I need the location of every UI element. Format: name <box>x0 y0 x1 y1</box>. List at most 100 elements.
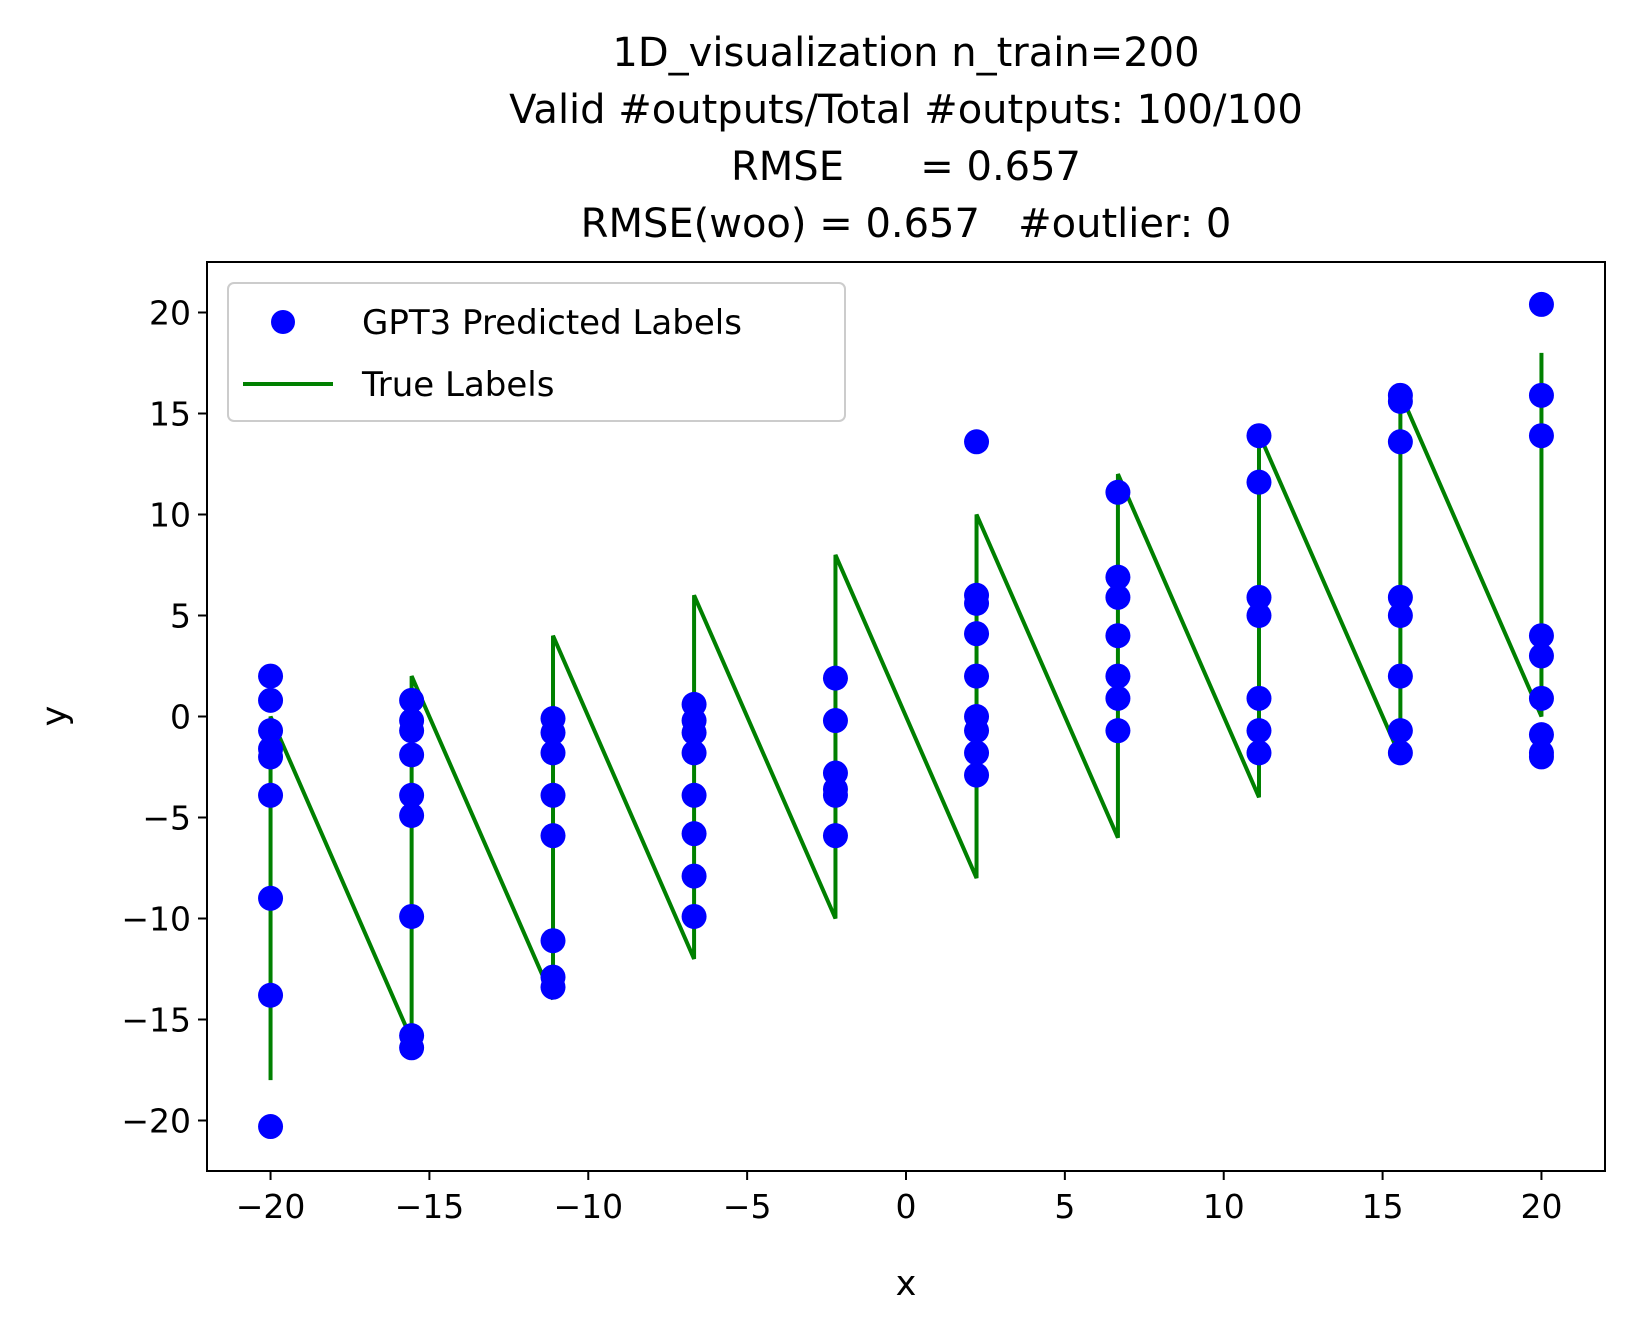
predicted-point <box>822 782 848 808</box>
x-tick-label: −15 <box>395 1187 465 1226</box>
legend-label-predicted: GPT3 Predicted Labels <box>362 303 742 343</box>
predicted-point <box>1387 603 1413 628</box>
predicted-point <box>1105 479 1131 505</box>
chart-title: 1D_visualization n_train=200 Valid #outp… <box>509 30 1303 247</box>
predicted-point <box>1528 744 1554 770</box>
y-tick-label: −20 <box>121 1102 191 1141</box>
predicted-point <box>822 823 848 849</box>
predicted-point <box>540 740 566 766</box>
predicted-point <box>399 718 425 744</box>
predicted-point <box>822 708 848 734</box>
predicted-point <box>964 663 990 689</box>
true-labels-layer <box>268 352 1544 1081</box>
predicted-point <box>399 687 425 713</box>
predicted-point <box>258 982 284 1008</box>
predicted-point <box>540 782 566 808</box>
predicted-point <box>399 742 425 768</box>
predicted-point <box>1105 564 1131 590</box>
predicted-point <box>681 903 707 929</box>
plot-area <box>258 291 1554 1140</box>
predicted-point <box>1528 291 1554 317</box>
predicted-point <box>399 1035 425 1061</box>
predicted-point <box>1528 623 1554 649</box>
predicted-point <box>1387 740 1413 766</box>
predicted-point <box>1246 603 1272 628</box>
title-line-1: 1D_visualization n_train=200 <box>612 30 1199 76</box>
x-axis-ticks: −20 −15 −10 −5 0 5 10 15 20 <box>236 1171 1562 1226</box>
predicted-point <box>681 863 707 889</box>
predicted-point <box>964 429 990 455</box>
predicted-point <box>1528 685 1554 711</box>
predicted-point <box>1105 685 1131 711</box>
predicted-point <box>681 720 707 746</box>
predicted-point <box>1387 663 1413 689</box>
predicted-point <box>1105 623 1131 649</box>
title-line-2: Valid #outputs/Total #outputs: 100/100 <box>509 87 1303 133</box>
predicted-point <box>399 782 425 808</box>
x-axis-label: x <box>896 1264 917 1304</box>
predicted-point <box>258 782 284 808</box>
predicted-point <box>681 740 707 766</box>
predicted-point <box>258 885 284 911</box>
predicted-point <box>964 621 990 647</box>
predicted-point <box>1246 740 1272 766</box>
predicted-point <box>964 718 990 744</box>
legend-marker-predicted <box>271 310 295 334</box>
predicted-point <box>1387 388 1413 414</box>
legend-label-true: True Labels <box>361 365 554 405</box>
title-line-4: RMSE(woo) = 0.657 #outlier: 0 <box>581 201 1232 247</box>
predicted-points-layer <box>258 291 1554 1140</box>
predicted-point <box>1246 469 1272 495</box>
y-tick-label: 0 <box>170 698 191 737</box>
legend-frame <box>227 282 846 422</box>
predicted-point <box>964 590 990 616</box>
y-tick-label: 5 <box>170 597 191 636</box>
y-tick-label: 15 <box>149 395 191 434</box>
x-tick-label: −5 <box>723 1187 772 1226</box>
y-tick-label: −10 <box>121 900 191 939</box>
x-tick-label: 10 <box>1203 1187 1245 1226</box>
predicted-point <box>1105 718 1131 744</box>
x-tick-label: 0 <box>896 1187 917 1226</box>
predicted-point <box>258 1114 284 1140</box>
title-line-3: RMSE = 0.657 <box>731 144 1081 190</box>
predicted-point <box>1246 584 1272 610</box>
predicted-point <box>1105 584 1131 610</box>
predicted-point <box>1105 663 1131 689</box>
y-axis-label: y <box>35 706 75 727</box>
predicted-point <box>540 974 566 1000</box>
predicted-point <box>1528 643 1554 669</box>
x-tick-label: 15 <box>1362 1187 1404 1226</box>
predicted-point <box>1246 685 1272 711</box>
predicted-point <box>681 821 707 847</box>
x-tick-label: 20 <box>1520 1187 1562 1226</box>
predicted-point <box>258 718 284 744</box>
predicted-point <box>681 782 707 808</box>
predicted-point <box>1387 429 1413 455</box>
predicted-point <box>1246 423 1272 449</box>
x-tick-label: 5 <box>1054 1187 1075 1226</box>
x-tick-label: −20 <box>236 1187 306 1226</box>
predicted-point <box>964 762 990 788</box>
predicted-point <box>1387 718 1413 744</box>
predicted-point <box>399 802 425 828</box>
x-tick-label: −10 <box>553 1187 623 1226</box>
y-tick-label: −5 <box>142 799 191 838</box>
predicted-point <box>540 823 566 849</box>
predicted-point <box>258 744 284 770</box>
predicted-point <box>1387 584 1413 610</box>
predicted-point <box>540 928 566 954</box>
predicted-point <box>1528 722 1554 748</box>
predicted-point <box>964 740 990 766</box>
legend: GPT3 Predicted Labels True Labels <box>227 282 846 422</box>
true-labels-line <box>268 352 1544 1081</box>
predicted-point <box>1528 423 1554 449</box>
predicted-point <box>1528 382 1554 408</box>
predicted-point <box>258 687 284 713</box>
predicted-point <box>258 663 284 689</box>
y-tick-label: 20 <box>149 294 191 333</box>
y-tick-label: 10 <box>149 496 191 535</box>
